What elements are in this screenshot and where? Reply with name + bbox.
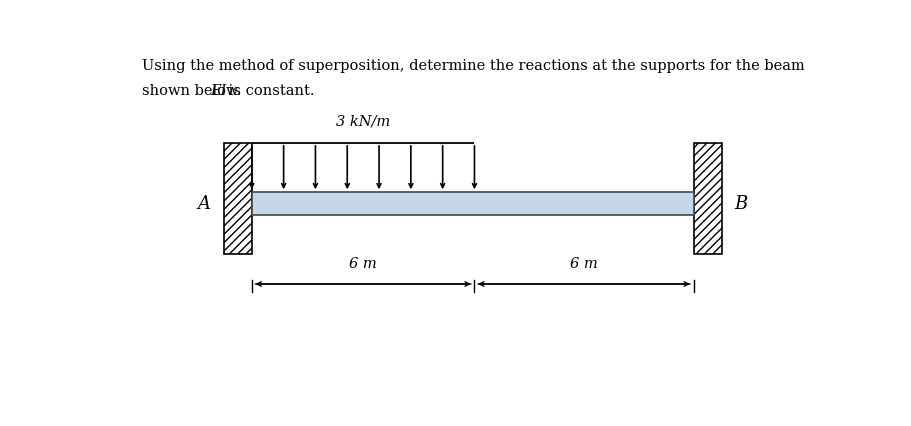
- Text: B: B: [733, 195, 747, 213]
- Text: A: A: [198, 195, 210, 213]
- Bar: [251, 192, 693, 215]
- Text: EI: EI: [210, 84, 226, 98]
- Text: 6 m: 6 m: [569, 257, 598, 271]
- Text: is constant.: is constant.: [224, 84, 314, 98]
- Bar: [692, 143, 722, 254]
- Text: 6 m: 6 m: [349, 257, 376, 271]
- Text: 3 kN/m: 3 kN/m: [335, 114, 390, 128]
- Bar: [223, 143, 251, 254]
- Text: Using the method of superposition, determine the reactions at the supports for t: Using the method of superposition, deter…: [142, 59, 804, 73]
- Text: shown below.: shown below.: [142, 84, 246, 98]
